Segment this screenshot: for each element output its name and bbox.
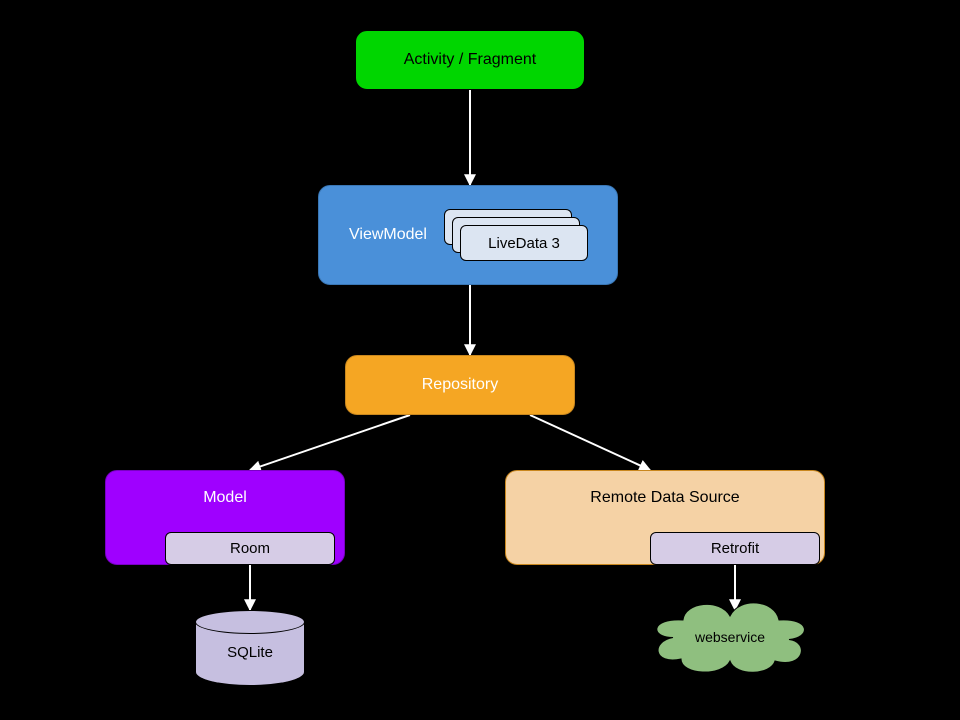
- model-label: Model: [203, 489, 247, 507]
- repository-node: Repository: [345, 355, 575, 415]
- repository-label: Repository: [422, 376, 498, 394]
- retrofit-label: Retrofit: [711, 540, 759, 557]
- retrofit-node: Retrofit: [650, 532, 820, 565]
- remote-data-source-label: Remote Data Source: [590, 489, 739, 507]
- livedata-card-front: LiveData 3: [460, 225, 588, 261]
- room-label: Room: [230, 540, 270, 557]
- room-node: Room: [165, 532, 335, 565]
- webservice-label: webservice: [655, 629, 805, 645]
- diagram-stage: Activity / Fragment ViewModel LiveData 3…: [0, 0, 960, 720]
- sqlite-label: SQLite: [195, 644, 305, 661]
- livedata-label: LiveData 3: [488, 235, 560, 252]
- activity-fragment-label: Activity / Fragment: [404, 51, 536, 69]
- activity-fragment-node: Activity / Fragment: [355, 30, 585, 90]
- sqlite-cylinder-top: [195, 610, 305, 634]
- viewmodel-label: ViewModel: [349, 226, 427, 244]
- sqlite-node: SQLite: [195, 610, 305, 685]
